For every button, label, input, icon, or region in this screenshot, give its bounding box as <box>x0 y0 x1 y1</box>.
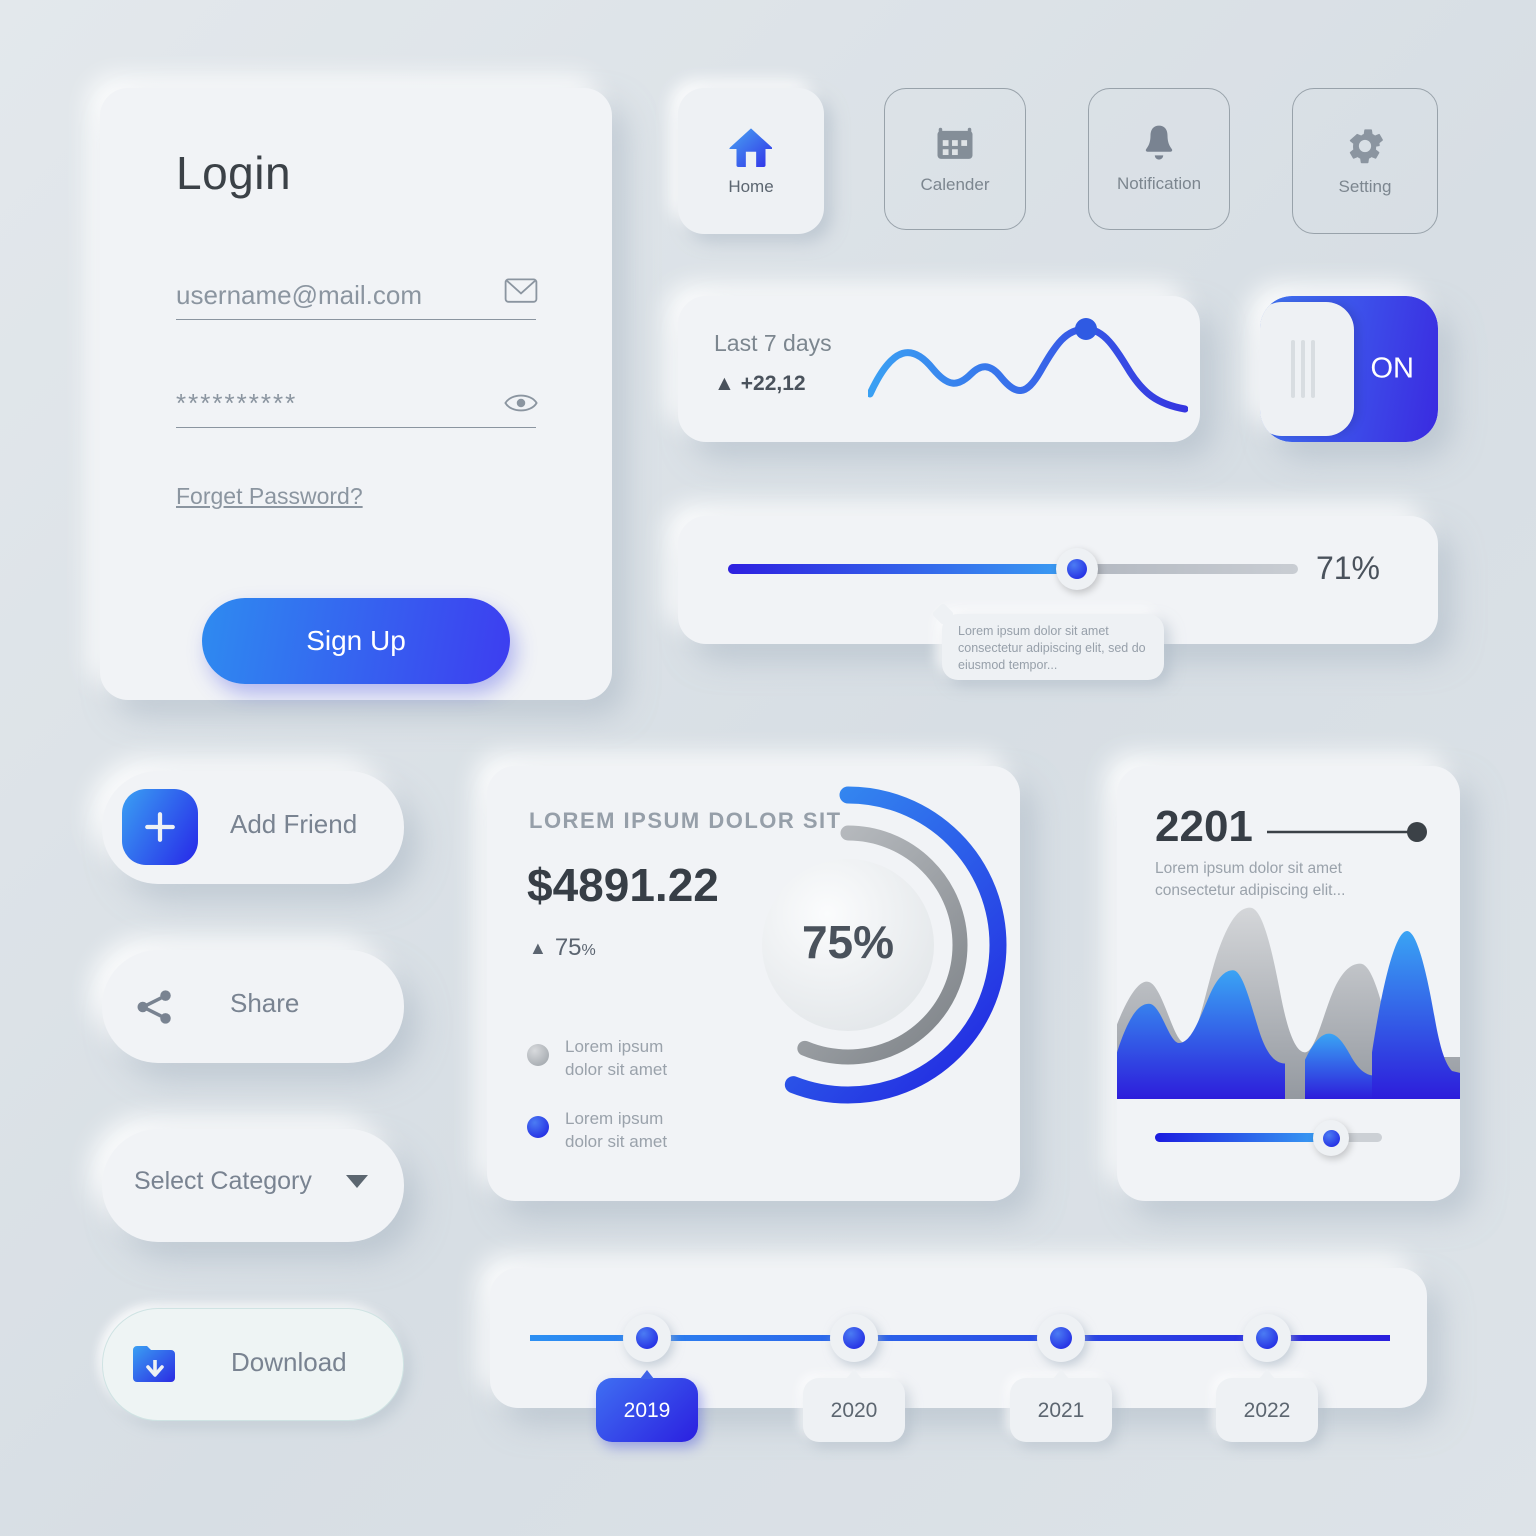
svg-text:75%: 75% <box>802 916 894 968</box>
